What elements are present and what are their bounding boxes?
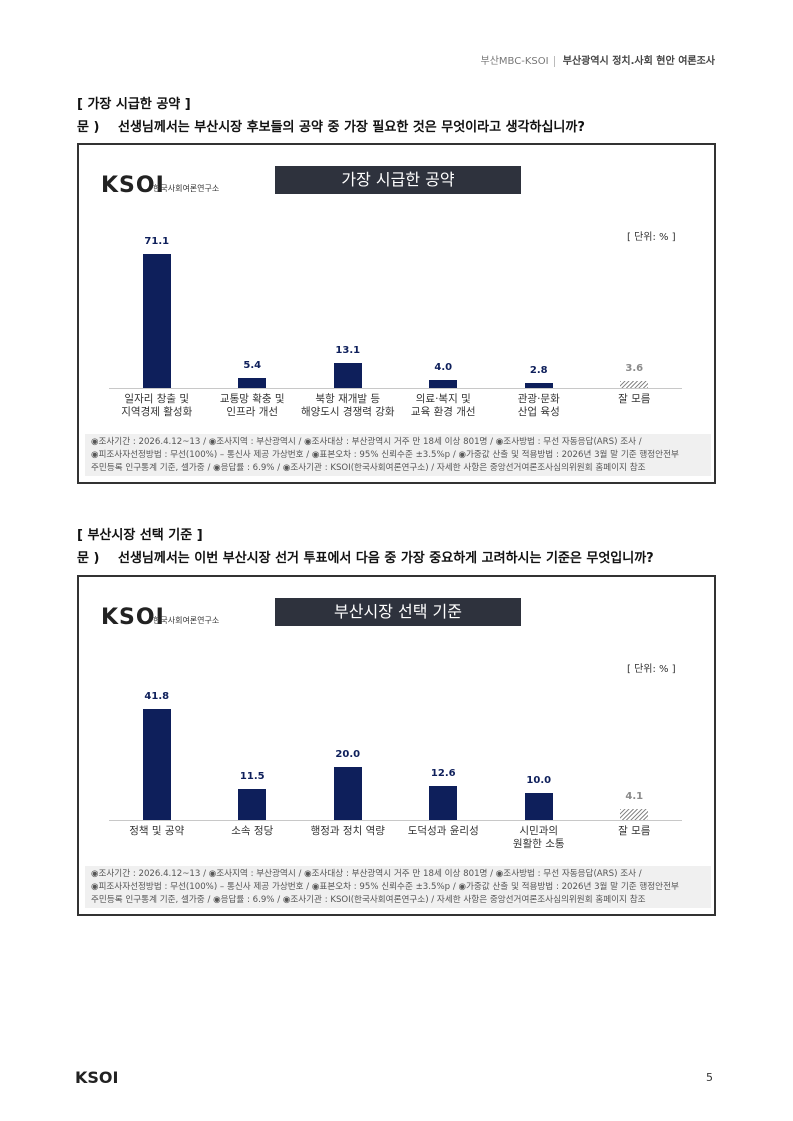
question-text: 선생님께서는 이번 부산시장 선거 투표에서 다음 중 가장 중요하게 고려하시…: [118, 551, 654, 566]
note-line: 주민등록 인구통계 기준, 셀가중 / ◉응답률 : 6.9% / ◉조사기관 …: [91, 463, 646, 473]
bar: [524, 382, 553, 388]
category-label: 소속 정당: [231, 825, 274, 837]
bar: [620, 809, 649, 820]
section-heading: [ 부산시장 선택 기준 ]: [77, 528, 203, 543]
note-line: ◉조사기간 : 2026.4.12~13 / ◉조사지역 : 부산광역시 / ◉…: [91, 437, 642, 447]
value-label: 4.0: [434, 362, 453, 374]
value-label: 41.8: [144, 690, 170, 702]
category-label: 정책 및 공약: [129, 825, 185, 837]
baseline: [109, 820, 682, 821]
note-line: ◉조사기간 : 2026.4.12~13 / ◉조사지역 : 부산광역시 / ◉…: [91, 869, 642, 879]
brand-name: 한국사회여론연구소: [153, 616, 220, 625]
footer-brand: KSOI: [75, 1068, 119, 1087]
baseline: [109, 388, 682, 389]
question-label: 문 ): [77, 551, 100, 566]
bar: [429, 786, 458, 820]
note-line: 주민등록 인구통계 기준, 셀가중 / ◉응답률 : 6.9% / ◉조사기관 …: [91, 895, 646, 905]
bar: [524, 793, 553, 820]
question-label: 문 ): [77, 120, 100, 135]
header-left: 부산MBC-KSOI: [480, 56, 555, 67]
value-label: 12.6: [430, 768, 456, 780]
section-heading: [ 가장 시급한 공약 ]: [77, 97, 191, 112]
category-label: 시민과의 원활한 소통: [512, 825, 565, 850]
brand-name: 한국사회여론연구소: [153, 184, 220, 193]
bar: [238, 377, 267, 388]
question-text: 선생님께서는 부산시장 후보들의 공약 중 가장 필요한 것은 무엇이라고 생각…: [118, 120, 585, 135]
value-label: 2.8: [529, 364, 548, 376]
page-number: 5: [706, 1071, 713, 1084]
category-label: 의료·복지 및 교육 환경 개선: [410, 393, 476, 418]
bar: [333, 363, 362, 388]
category-label: 북항 재개발 등 해양도시 경쟁력 강화: [300, 393, 395, 418]
value-label: 13.1: [335, 345, 361, 357]
note-line: ◉피조사자선정방법 : 무선(100%) – 통신사 제공 가상번호 / ◉표본…: [91, 450, 679, 460]
category-label: 잘 모름: [618, 825, 651, 837]
value-label: 10.0: [526, 775, 552, 787]
chart-box: KSOI 한국사회여론연구소 가장 시급한 공약 [ 단위: % ] 71.1 일자리 창…: [77, 143, 716, 484]
chart-box: KSOI 한국사회여론연구소 부산시장 선택 기준 [ 단위: % ] 41.8 정책 및…: [77, 575, 716, 916]
value-label: 5.4: [243, 359, 262, 371]
chart-title: 부산시장 선택 기준: [275, 598, 521, 626]
header-right: 부산광역시 정치.사회 현안 여론조사: [562, 56, 715, 67]
category-label: 도덕성과 윤리성: [407, 825, 479, 837]
value-label: 3.6: [625, 363, 644, 375]
value-label: 4.1: [625, 791, 644, 803]
value-label: 71.1: [144, 236, 170, 248]
note-line: ◉피조사자선정방법 : 무선(100%) – 통신사 제공 가상번호 / ◉표본…: [91, 882, 679, 892]
header: 부산MBC-KSOI 부산광역시 정치.사회 현안 여론조사: [480, 52, 715, 67]
category-label: 관광·문화 산업 육성: [517, 393, 560, 418]
category-label: 교통망 확충 및 인프라 개선: [219, 393, 285, 418]
survey-notes: ◉조사기간 : 2026.4.12~13 / ◉조사지역 : 부산광역시 / ◉…: [85, 866, 711, 908]
unit-label: [ 단위: % ]: [627, 232, 676, 243]
bar: [142, 708, 171, 820]
bar: [620, 381, 649, 388]
value-label: 11.5: [239, 771, 265, 783]
survey-notes: ◉조사기간 : 2026.4.12~13 / ◉조사지역 : 부산광역시 / ◉…: [85, 434, 711, 476]
category-label: 일자리 창출 및 지역경제 활성화: [121, 393, 193, 418]
category-label: 행정과 정치 역량: [310, 825, 385, 837]
brand-logo: KSOI: [101, 605, 165, 630]
category-label: 잘 모름: [618, 393, 651, 405]
bar: [429, 380, 458, 388]
bar: [333, 766, 362, 820]
chart-title: 가장 시급한 공약: [275, 166, 521, 194]
brand-logo: KSOI: [101, 173, 165, 198]
unit-label: [ 단위: % ]: [627, 664, 676, 675]
bar: [238, 789, 267, 820]
bar: [142, 254, 171, 388]
value-label: 20.0: [335, 748, 361, 760]
